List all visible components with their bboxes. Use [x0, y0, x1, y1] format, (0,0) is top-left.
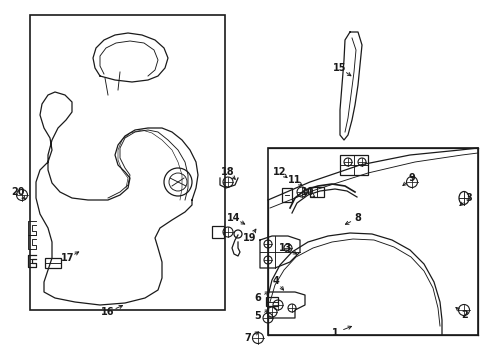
Bar — [30, 15, 224, 310]
Bar — [45, 258, 61, 268]
Text: 16: 16 — [101, 307, 115, 317]
Text: 3: 3 — [465, 193, 471, 203]
Text: 8: 8 — [354, 213, 361, 223]
Text: 17: 17 — [61, 253, 75, 263]
Text: 4: 4 — [272, 276, 279, 286]
Bar — [309, 187, 324, 197]
Text: 13: 13 — [279, 243, 292, 253]
Text: 18: 18 — [221, 167, 234, 177]
Text: 11: 11 — [287, 175, 301, 185]
Text: 6: 6 — [254, 293, 261, 303]
Text: 2: 2 — [461, 310, 468, 320]
Text: 15: 15 — [332, 63, 346, 73]
Text: 10: 10 — [301, 187, 314, 197]
Text: 1: 1 — [331, 328, 338, 338]
Text: 19: 19 — [243, 233, 256, 243]
Bar — [212, 226, 224, 238]
Bar — [267, 148, 477, 335]
Text: 20: 20 — [11, 187, 25, 197]
Bar — [282, 188, 291, 202]
Text: 7: 7 — [244, 333, 251, 343]
Text: 5: 5 — [254, 311, 261, 321]
Text: 9: 9 — [408, 173, 414, 183]
Text: 12: 12 — [273, 167, 286, 177]
Text: 14: 14 — [227, 213, 240, 223]
Bar — [265, 297, 278, 306]
Bar — [339, 155, 367, 175]
